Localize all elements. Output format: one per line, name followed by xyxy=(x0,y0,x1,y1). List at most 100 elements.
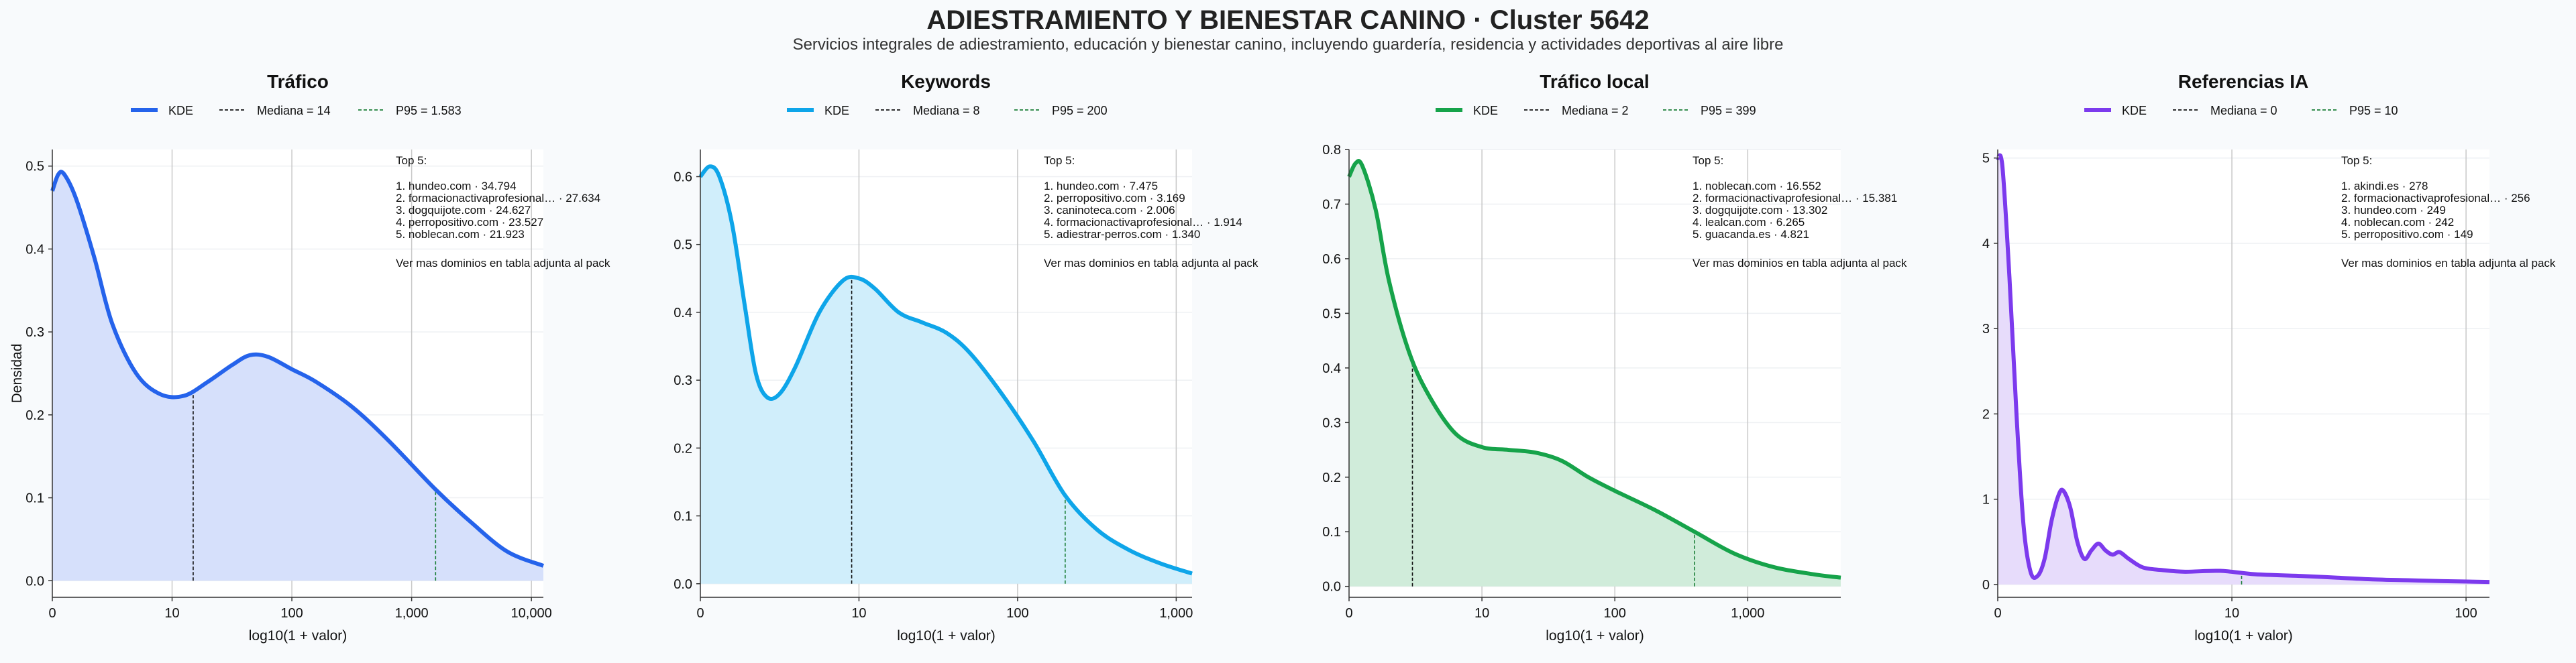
y-tick-label: 2 xyxy=(1982,407,1990,422)
legend-kde-label: KDE xyxy=(168,104,193,117)
x-tick-label: 0 xyxy=(696,606,704,621)
y-tick-label: 0.0 xyxy=(1322,580,1341,595)
y-tick-label: 0.6 xyxy=(1322,252,1341,267)
top5-heading: Top 5: xyxy=(396,154,427,167)
x-tick-label: 10,000 xyxy=(511,606,552,621)
x-tick-label: 10 xyxy=(1474,606,1489,621)
x-tick-label: 0 xyxy=(1994,606,2001,621)
y-tick-label: 0.0 xyxy=(25,574,44,589)
chart-panel-4: 0 10 100 0 1 2 3 4 5 log10(1 + valor) Referencias … xyxy=(1982,71,2556,644)
x-tick-label: 1,000 xyxy=(395,606,429,621)
top5-item: 3. dogquijote.com · 13.302 xyxy=(1693,204,1827,217)
top5-item: 2. perropositivo.com · 3.169 xyxy=(1044,192,1185,204)
chart-title: Keywords xyxy=(901,71,991,92)
legend-kde-label: KDE xyxy=(2122,104,2147,117)
top5-item: 4. perropositivo.com · 23.527 xyxy=(396,216,543,229)
top5-item: 4. lealcan.com · 6.265 xyxy=(1693,216,1805,229)
top5-note: Ver mas dominios en tabla adjunta al pac… xyxy=(1693,257,1907,269)
x-tick-label: 100 xyxy=(1604,606,1626,621)
x-tick-label: 100 xyxy=(2455,606,2477,621)
legend-median-label: Mediana = 2 xyxy=(1562,104,1629,117)
top5-note: Ver mas dominios en tabla adjunta al pac… xyxy=(396,257,610,269)
y-tick-label: 5 xyxy=(1982,152,1990,166)
y-tick-label: 0.6 xyxy=(674,170,692,184)
y-tick-label: 0.0 xyxy=(674,577,692,592)
top5-note: Ver mas dominios en tabla adjunta al pac… xyxy=(2341,257,2556,269)
chart-title: Tráfico xyxy=(267,71,329,92)
top5-item: 1. noblecan.com · 16.552 xyxy=(1693,180,1821,192)
top5-heading: Top 5: xyxy=(1693,154,1723,167)
y-tick-label: 0.4 xyxy=(25,242,44,257)
chart-panel-1: 0 10 100 1,000 10,000 0.0 0.1 0.2 0.3 0.4 0.5 log10… xyxy=(9,71,610,644)
x-tick-label: 100 xyxy=(280,606,303,621)
kde-fill-area xyxy=(52,172,543,581)
page-title: ADIESTRAMIENTO Y BIENESTAR CANINO · Clus… xyxy=(926,5,1650,35)
kde-curve xyxy=(50,170,545,568)
y-tick-label: 0.1 xyxy=(25,491,44,506)
legend-p95-label: P95 = 200 xyxy=(1052,104,1108,117)
chart-title: Referencias IA xyxy=(2178,71,2309,92)
plot-background xyxy=(1998,149,2489,597)
chart-title: Tráfico local xyxy=(1540,71,1649,92)
y-tick-label: 0 xyxy=(1982,578,1990,593)
top5-item: 3. caninoteca.com · 2.006 xyxy=(1044,204,1175,217)
top5-item: 3. hundeo.com · 249 xyxy=(2341,204,2446,217)
x-axis-label: log10(1 + valor) xyxy=(249,628,347,644)
kde-curve xyxy=(1996,153,2490,585)
legend-p95-label: P95 = 1.583 xyxy=(396,104,462,117)
x-tick-label: 0 xyxy=(1345,606,1352,621)
y-tick-label: 0.3 xyxy=(674,373,692,388)
top5-item: 3. dogquijote.com · 24.627 xyxy=(396,204,531,217)
y-tick-label: 0.7 xyxy=(1322,197,1341,212)
y-tick-label: 0.2 xyxy=(1322,471,1341,485)
legend-kde-label: KDE xyxy=(1473,104,1498,117)
legend-p95-label: P95 = 10 xyxy=(2349,104,2398,117)
kde-curve xyxy=(698,164,1193,576)
chart-panel-3: 0 10 100 1,000 0.0 0.1 0.2 0.3 0.4 0.5 0.6 0.7 0.8 lo… xyxy=(1322,71,1907,644)
kde-fill-area xyxy=(700,166,1192,584)
top5-item: 5. adiestrar-perros.com · 1.340 xyxy=(1044,228,1200,241)
kde-curve xyxy=(1347,159,1841,580)
y-tick-label: 0.5 xyxy=(25,160,44,174)
top5-item: 1. akindi.es · 278 xyxy=(2341,180,2428,192)
legend-kde-label: KDE xyxy=(824,104,849,117)
x-axis-label: log10(1 + valor) xyxy=(2194,628,2293,644)
y-tick-label: 0.4 xyxy=(1322,361,1341,376)
top5-item: 2. formacionactivaprofesional… · 256 xyxy=(2341,192,2530,204)
page-subtitle: Servicios integrales de adiestramiento, … xyxy=(792,36,1784,54)
top5-note: Ver mas dominios en tabla adjunta al pac… xyxy=(1044,257,1258,269)
y-tick-label: 1 xyxy=(1982,493,1990,507)
kde-fill-area xyxy=(1349,161,1841,587)
y-tick-label: 0.5 xyxy=(674,238,692,253)
top5-item: 1. hundeo.com · 34.794 xyxy=(396,180,517,192)
x-tick-label: 10 xyxy=(164,606,179,621)
legend-median-label: Mediana = 14 xyxy=(257,104,331,117)
y-tick-label: 0.3 xyxy=(1322,416,1341,430)
y-tick-label: 0.3 xyxy=(25,325,44,340)
top5-item: 5. guacanda.es · 4.821 xyxy=(1693,228,1809,241)
x-axis-label: log10(1 + valor) xyxy=(1546,628,1644,644)
top5-heading: Top 5: xyxy=(2341,154,2372,167)
chart-panel-2: 0 10 100 1,000 0.0 0.1 0.2 0.3 0.4 0.5 0.6 log10(1 … xyxy=(674,71,1258,644)
y-tick-label: 0.1 xyxy=(1322,525,1341,540)
y-tick-label: 4 xyxy=(1982,237,1990,251)
y-tick-label: 0.8 xyxy=(1322,143,1341,158)
top5-item: 4. noblecan.com · 242 xyxy=(2341,216,2454,229)
x-tick-label: 0 xyxy=(48,606,56,621)
top5-item: 4. formacionactivaprofesional… · 1.914 xyxy=(1044,216,1242,229)
x-tick-label: 100 xyxy=(1006,606,1028,621)
x-axis-label: log10(1 + valor) xyxy=(897,628,996,644)
top5-item: 5. perropositivo.com · 149 xyxy=(2341,228,2473,241)
y-tick-label: 0.5 xyxy=(1322,306,1341,321)
legend-p95-label: P95 = 399 xyxy=(1701,104,1756,117)
legend-median-label: Mediana = 8 xyxy=(913,104,980,117)
y-tick-label: 0.2 xyxy=(674,441,692,456)
x-tick-label: 10 xyxy=(851,606,866,621)
y-axis-label: Densidad xyxy=(9,344,25,404)
y-tick-label: 0.4 xyxy=(674,306,692,320)
top5-heading: Top 5: xyxy=(1044,154,1075,167)
top5-item: 5. noblecan.com · 21.923 xyxy=(396,228,525,241)
y-tick-label: 0.2 xyxy=(25,408,44,423)
top5-item: 2. formacionactivaprofesional… · 15.381 xyxy=(1693,192,1897,204)
legend-median-label: Mediana = 0 xyxy=(2210,104,2277,117)
